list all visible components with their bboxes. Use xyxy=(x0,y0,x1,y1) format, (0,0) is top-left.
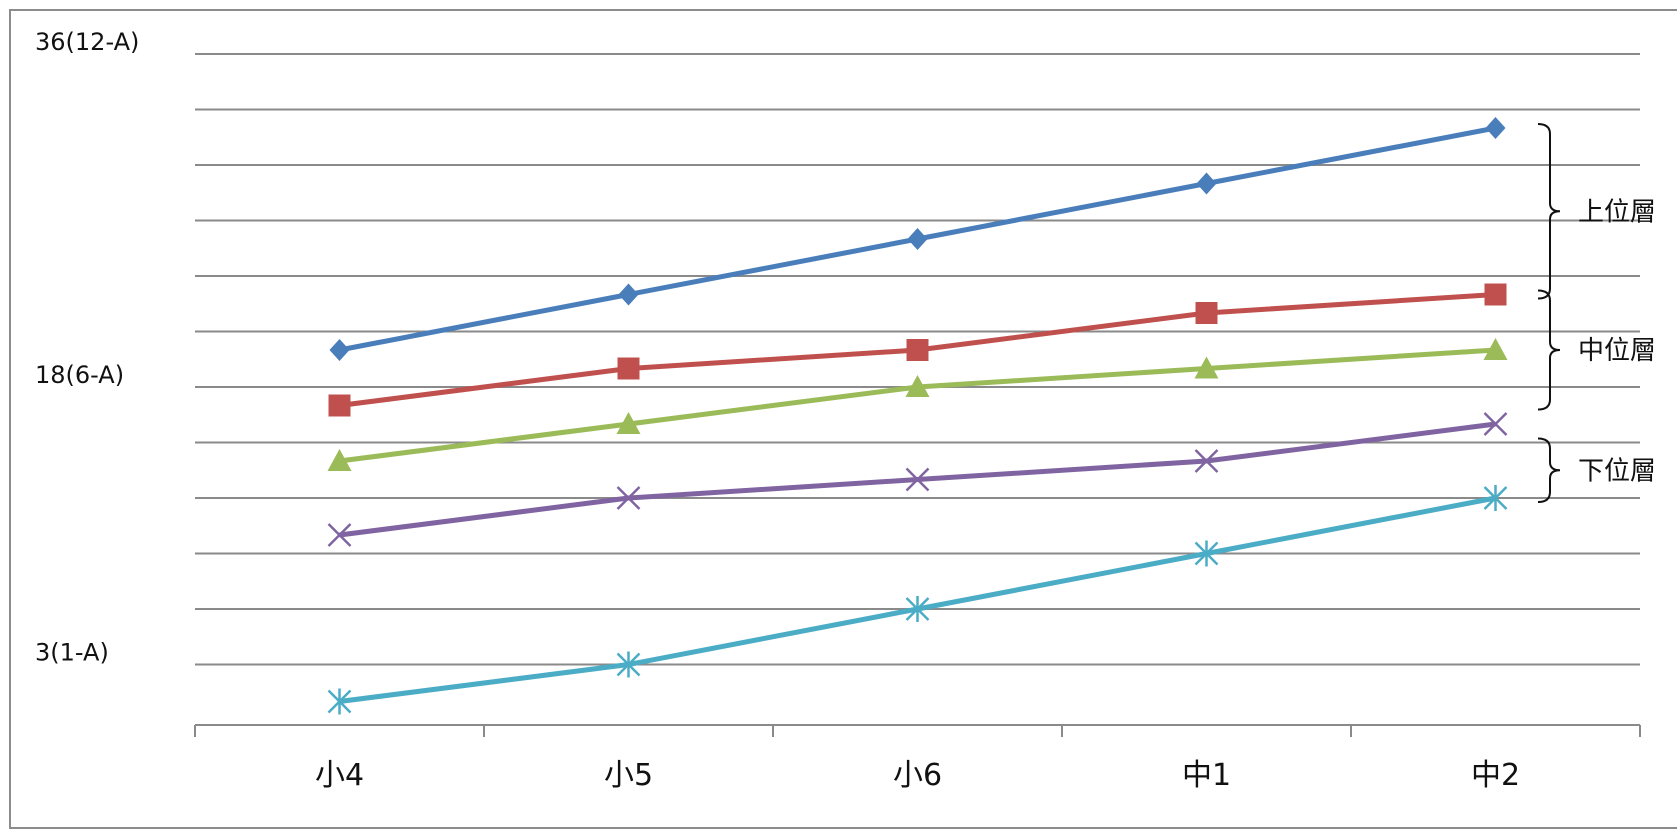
tier-label: 上位層 xyxy=(1578,197,1656,227)
data-point xyxy=(616,486,641,510)
data-point xyxy=(328,394,351,417)
data-point xyxy=(1485,117,1506,139)
data-point xyxy=(905,467,930,492)
data-point xyxy=(327,523,352,547)
data-point xyxy=(327,449,352,471)
x-axis xyxy=(194,724,1641,737)
tier-brace: 下位層 xyxy=(1537,437,1656,503)
x-tick-labels: 小4 小5 小6 中1 中2 xyxy=(315,758,1520,793)
series-5 xyxy=(327,485,1508,715)
y-tick-label: 18(6-A) xyxy=(35,361,124,389)
x-tick-label: 小4 xyxy=(315,758,364,793)
data-point xyxy=(905,375,930,397)
data-point xyxy=(1195,302,1218,324)
data-point xyxy=(905,596,930,622)
data-point xyxy=(617,357,640,380)
data-point xyxy=(329,339,350,361)
series-group xyxy=(327,117,1508,715)
x-tick-label: 中1 xyxy=(1182,758,1231,793)
series-3 xyxy=(327,338,1508,471)
x-tick-label: 小6 xyxy=(893,758,942,793)
tier-label: 下位層 xyxy=(1578,456,1656,486)
data-point xyxy=(616,651,641,678)
y-tick-label: 36(12-A) xyxy=(35,28,139,56)
data-point xyxy=(1483,485,1508,511)
gridlines xyxy=(195,53,1640,666)
series-1 xyxy=(329,117,1506,361)
data-point xyxy=(327,688,352,715)
x-tick-label: 小5 xyxy=(604,758,653,793)
data-point xyxy=(618,283,639,306)
data-point xyxy=(1484,283,1507,306)
tier-label: 中位層 xyxy=(1578,336,1656,366)
x-tick-label: 中2 xyxy=(1471,758,1520,793)
series-4 xyxy=(327,412,1508,547)
data-point xyxy=(1194,449,1219,473)
data-point xyxy=(907,228,928,250)
data-point xyxy=(1483,412,1508,436)
y-tick-labels: 36(12-A) 18(6-A) 3(1-A) xyxy=(35,28,139,667)
series-2 xyxy=(328,283,1507,417)
tier-brace: 上位層 xyxy=(1537,123,1656,300)
data-point xyxy=(1194,540,1219,567)
data-point xyxy=(1194,356,1219,379)
data-point xyxy=(616,412,641,434)
y-tick-label: 3(1-A) xyxy=(35,639,109,667)
tier-brace: 中位層 xyxy=(1537,289,1656,411)
data-point xyxy=(1483,338,1508,360)
data-point xyxy=(906,339,929,361)
data-point xyxy=(1196,172,1217,195)
